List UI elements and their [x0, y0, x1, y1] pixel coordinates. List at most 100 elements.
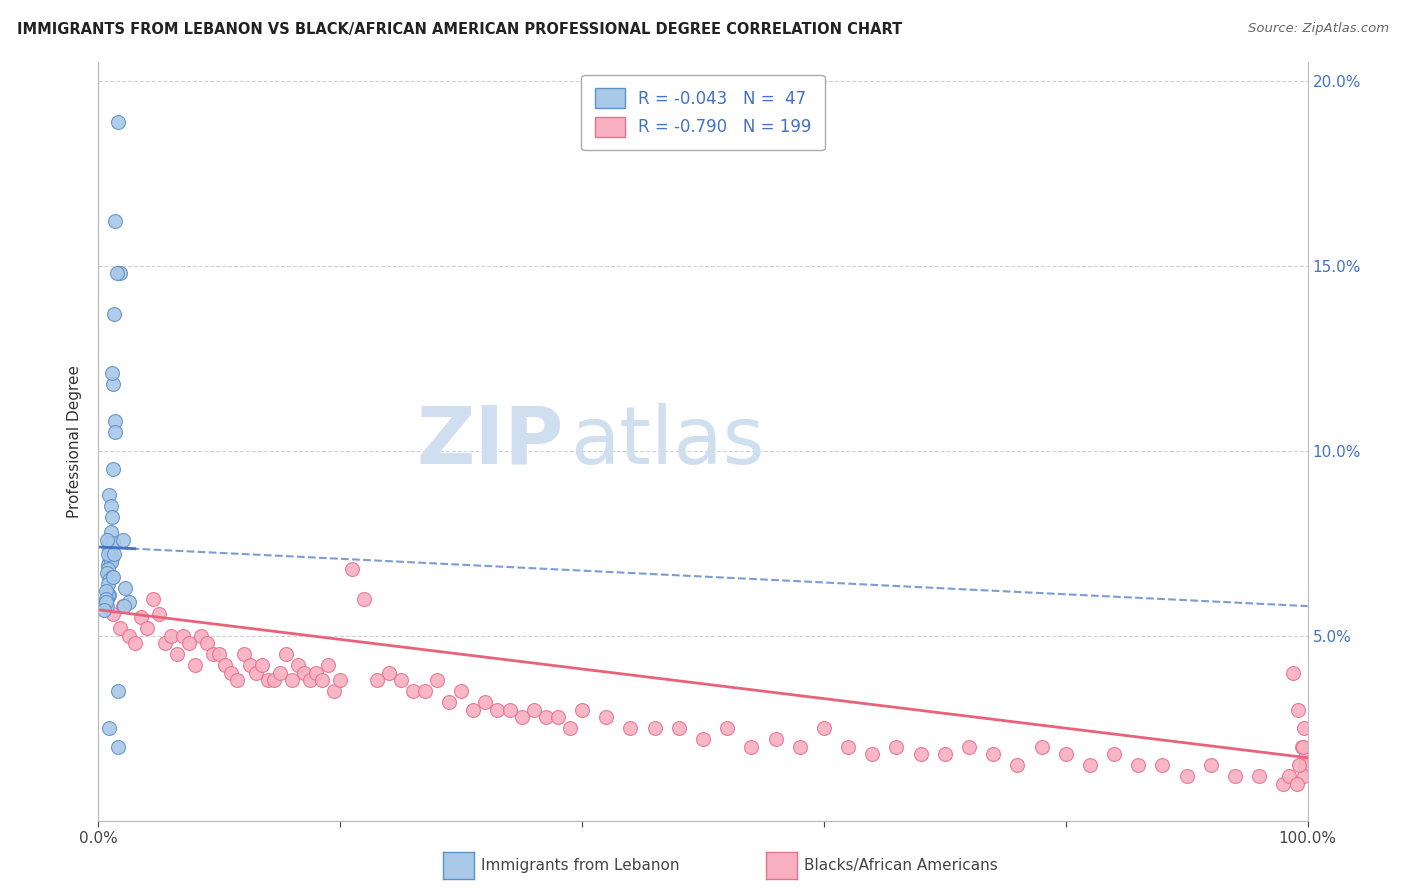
Point	[837, 739, 859, 754]
Point	[1292, 769, 1315, 783]
Point	[221, 665, 243, 680]
Point	[104, 414, 127, 428]
Point	[100, 500, 122, 514]
Point	[1286, 703, 1309, 717]
Point	[153, 636, 176, 650]
Point	[100, 366, 122, 380]
Point	[1031, 739, 1053, 754]
Point	[232, 647, 254, 661]
Point	[97, 558, 120, 573]
Point	[160, 629, 183, 643]
Point	[292, 665, 315, 680]
Point	[316, 658, 339, 673]
Point	[323, 684, 346, 698]
Point	[813, 721, 835, 735]
Point	[1152, 758, 1174, 772]
Point	[107, 684, 129, 698]
Point	[190, 629, 212, 643]
Point	[450, 684, 472, 698]
Point	[94, 584, 117, 599]
Point	[96, 591, 118, 606]
Point	[96, 566, 118, 580]
Point	[1278, 769, 1301, 783]
Point	[1294, 758, 1316, 772]
Point	[148, 607, 170, 621]
Point	[510, 710, 533, 724]
Point	[474, 695, 496, 709]
Point	[765, 732, 787, 747]
Point	[101, 607, 124, 621]
Point	[184, 658, 207, 673]
Point	[402, 684, 425, 698]
Point	[105, 266, 128, 280]
Point	[202, 647, 225, 661]
Point	[1054, 747, 1077, 761]
Point	[172, 629, 194, 643]
Point	[1175, 769, 1198, 783]
Point	[98, 536, 121, 550]
Point	[256, 673, 278, 687]
Y-axis label: Professional Degree: Professional Degree	[67, 365, 83, 518]
Point	[101, 569, 124, 583]
Point	[558, 721, 581, 735]
Point	[281, 673, 304, 687]
Point	[1128, 758, 1150, 772]
Point	[619, 721, 641, 735]
Text: atlas: atlas	[569, 402, 765, 481]
Point	[98, 573, 121, 587]
Text: Blacks/African Americans: Blacks/African Americans	[804, 858, 998, 872]
Point	[101, 536, 124, 550]
Point	[1292, 721, 1315, 735]
Point	[437, 695, 460, 709]
Point	[571, 703, 593, 717]
Point	[214, 658, 236, 673]
Point	[100, 569, 122, 583]
Point	[426, 673, 449, 687]
Point	[107, 739, 129, 754]
Text: Source: ZipAtlas.com: Source: ZipAtlas.com	[1249, 22, 1389, 36]
Legend: R = -0.043   N =  47, R = -0.790   N = 199: R = -0.043 N = 47, R = -0.790 N = 199	[581, 75, 825, 150]
Point	[486, 703, 509, 717]
Point	[1285, 777, 1308, 791]
Point	[1282, 665, 1305, 680]
Point	[1078, 758, 1101, 772]
Point	[129, 610, 152, 624]
Point	[269, 665, 291, 680]
Point	[101, 462, 124, 476]
Point	[114, 581, 136, 595]
Point	[97, 577, 120, 591]
Text: Immigrants from Lebanon: Immigrants from Lebanon	[481, 858, 679, 872]
Point	[534, 710, 557, 724]
Point	[860, 747, 883, 761]
Point	[789, 739, 811, 754]
Point	[103, 547, 125, 561]
Point	[1199, 758, 1222, 772]
Point	[1291, 739, 1313, 754]
Point	[107, 114, 129, 128]
Point	[179, 636, 201, 650]
Point	[329, 673, 352, 687]
Point	[342, 562, 364, 576]
Point	[957, 739, 980, 754]
Point	[498, 703, 520, 717]
Point	[377, 665, 399, 680]
Point	[96, 599, 118, 614]
Point	[166, 647, 188, 661]
Point	[668, 721, 690, 735]
Point	[124, 636, 146, 650]
Point	[463, 703, 485, 717]
Point	[108, 621, 131, 635]
Point	[111, 533, 134, 547]
Point	[96, 533, 118, 547]
Text: ZIP: ZIP	[416, 402, 564, 481]
Point	[112, 599, 135, 614]
Point	[366, 673, 388, 687]
Point	[910, 747, 932, 761]
Point	[263, 673, 285, 687]
Point	[413, 684, 436, 698]
Point	[108, 266, 131, 280]
Point	[547, 710, 569, 724]
Point	[98, 543, 121, 558]
Point	[287, 658, 309, 673]
Point	[103, 307, 125, 321]
